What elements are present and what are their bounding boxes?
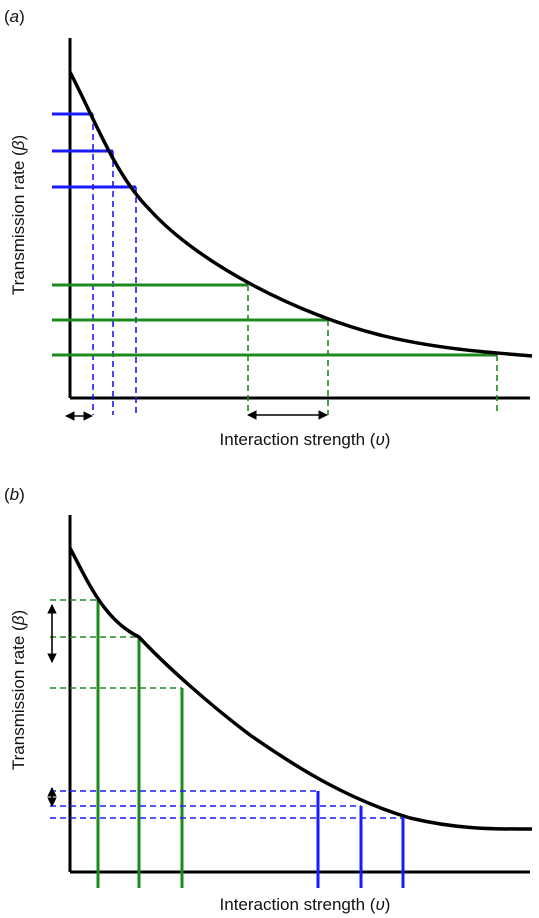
panel-b-ylabel: Transmission rate (β) <box>9 610 28 770</box>
panel-a: (a) Interaction strength (υ) Transmissio… <box>4 7 533 449</box>
panel-a-label: (a) <box>4 7 25 26</box>
panel-b-xlabel: Interaction strength (υ) <box>220 895 391 914</box>
panel-a-curve <box>68 71 533 358</box>
panel-a-xlabel: Interaction strength (υ) <box>220 430 391 449</box>
panel-b-curve <box>68 547 533 831</box>
panel-b-label: (b) <box>4 485 25 504</box>
panel-b: (b) Interaction strength (υ) Transmissio… <box>4 485 533 914</box>
panel-a-ylabel: Transmission rate (β) <box>9 135 28 295</box>
